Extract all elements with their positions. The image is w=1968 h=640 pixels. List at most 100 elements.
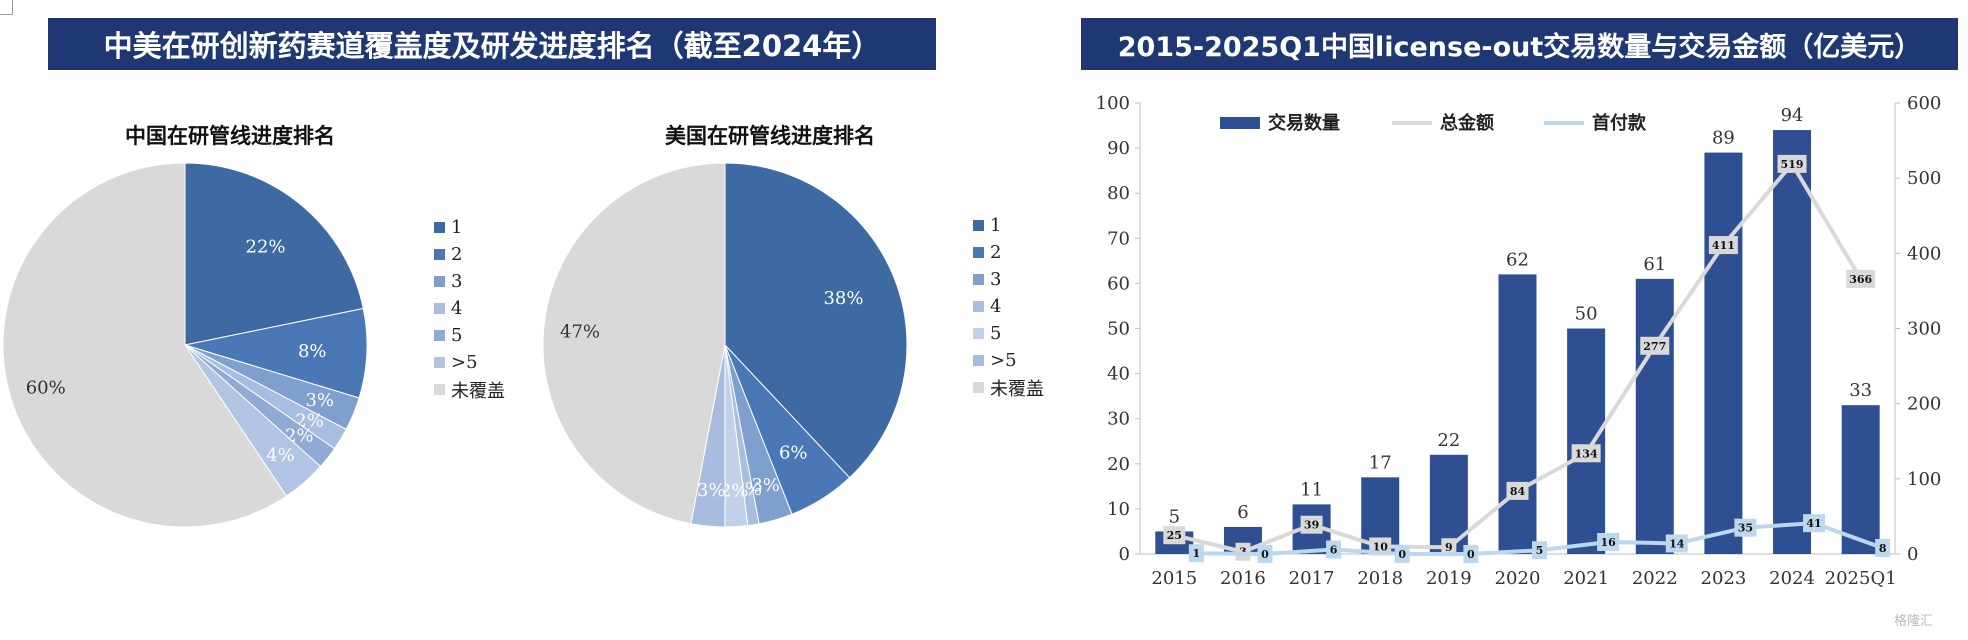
china-pie-legend-item: 未覆盖 bbox=[434, 376, 505, 403]
x-tick-label: 2017 bbox=[1289, 568, 1335, 589]
left-tick-label: 90 bbox=[1107, 138, 1130, 159]
bar-deal-count bbox=[1704, 152, 1743, 555]
left-tick-label: 40 bbox=[1107, 364, 1130, 385]
total-amount-point-label: 84 bbox=[1510, 485, 1526, 498]
x-tick-label: 2018 bbox=[1357, 568, 1403, 589]
china-pie-legend-item: 1 bbox=[434, 214, 505, 241]
upfront-point-label: 14 bbox=[1669, 537, 1685, 550]
upfront-point-label: 0 bbox=[1467, 548, 1475, 561]
total-amount-point-box bbox=[1163, 526, 1186, 545]
bar-deal-count bbox=[1773, 130, 1812, 554]
left-tick-label: 20 bbox=[1107, 454, 1130, 475]
total-amount-point-box bbox=[1300, 515, 1323, 534]
total-amount-point-label: 519 bbox=[1781, 158, 1804, 171]
total-amount-point-box bbox=[1640, 336, 1670, 355]
left-tick-label: 60 bbox=[1107, 273, 1130, 294]
right-tick-label: 100 bbox=[1907, 469, 1941, 490]
us-pie-legend-item: 3 bbox=[973, 266, 1044, 293]
china-pie-legend-label: 2 bbox=[451, 244, 463, 265]
right-panel-banner: 2015-2025Q1中国license-out交易数量与交易金额（亿美元） bbox=[1081, 18, 1958, 70]
left-tick-label: 100 bbox=[1096, 93, 1130, 114]
left-tick-label: 0 bbox=[1119, 544, 1130, 565]
total-amount-point-label: 411 bbox=[1712, 239, 1735, 252]
us-pie-legend-item: 1 bbox=[973, 212, 1044, 239]
x-tick-label: 2020 bbox=[1495, 568, 1541, 589]
us-pie-legend-swatch bbox=[973, 301, 984, 312]
left-tick-label: 10 bbox=[1107, 499, 1130, 520]
total-amount-point-box bbox=[1441, 538, 1457, 557]
china-pie-legend-label: 3 bbox=[451, 271, 463, 292]
x-tick-label: 2015 bbox=[1151, 568, 1197, 589]
bar-value-label: 89 bbox=[1712, 128, 1735, 149]
bar-value-label: 6 bbox=[1237, 502, 1248, 523]
china-pie-slice-label-6: 60% bbox=[26, 377, 66, 398]
china-pie-legend-label: >5 bbox=[451, 352, 478, 373]
china-pie-legend-swatch bbox=[434, 249, 445, 260]
x-tick-label: 2024 bbox=[1769, 568, 1815, 589]
us-pie-slice-label-4: 2% bbox=[720, 480, 749, 501]
bar-value-label: 62 bbox=[1506, 249, 1529, 270]
us-pie-slice-label-1: 6% bbox=[779, 443, 808, 464]
right-tick-label: 300 bbox=[1907, 319, 1941, 340]
x-tick-label: 2022 bbox=[1632, 568, 1678, 589]
upfront-point-box bbox=[1875, 538, 1891, 557]
right-tick-label: 0 bbox=[1907, 544, 1918, 565]
us-pie-legend-item: 5 bbox=[973, 320, 1044, 347]
upfront-point-box bbox=[1394, 545, 1410, 563]
bar-value-label: 61 bbox=[1643, 254, 1666, 275]
us-pie-legend-label: 4 bbox=[990, 296, 1002, 317]
upfront-point-box bbox=[1532, 541, 1547, 560]
legend-total-amount-label: 总金额 bbox=[1440, 112, 1494, 134]
us-pie-legend-swatch bbox=[973, 247, 984, 258]
total-amount-point-label: 277 bbox=[1643, 340, 1666, 353]
legend-upfront-label: 首付款 bbox=[1592, 112, 1647, 134]
legend-deal-count-swatch bbox=[1220, 117, 1260, 129]
left-tick-label: 80 bbox=[1107, 183, 1130, 204]
china-pie-title: 中国在研管线进度排名 bbox=[125, 123, 335, 148]
us-pie-legend-swatch bbox=[973, 220, 984, 231]
bar-value-label: 50 bbox=[1575, 304, 1598, 325]
left-panel-banner: 中美在研创新药赛道覆盖度及研发进度排名（截至2024年） bbox=[48, 18, 936, 70]
china-pie-legend-swatch bbox=[434, 303, 445, 314]
x-tick-label: 2019 bbox=[1426, 568, 1472, 589]
watermark-text: 格隆汇 bbox=[1894, 614, 1934, 629]
total-amount-point-label: 366 bbox=[1849, 273, 1872, 286]
upfront-point-label: 8 bbox=[1879, 542, 1887, 555]
upfront-point-label: 16 bbox=[1600, 536, 1616, 549]
total-amount-point-label: 25 bbox=[1167, 529, 1182, 542]
right-tick-label: 200 bbox=[1907, 394, 1941, 415]
us-pie-legend-label: >5 bbox=[990, 350, 1017, 371]
total-amount-point-label: 9 bbox=[1445, 541, 1453, 554]
upfront-point-label: 35 bbox=[1738, 522, 1753, 535]
bar-value-label: 22 bbox=[1437, 430, 1460, 451]
upfront-point-box bbox=[1665, 534, 1688, 553]
corner-mark bbox=[0, 0, 13, 15]
license-out-bar-chart: 0102030405060708090100010020030040050060… bbox=[1096, 93, 1942, 589]
china-pie-slice-label-5: 4% bbox=[266, 445, 295, 466]
x-tick-label: 2016 bbox=[1220, 568, 1266, 589]
china-pie-legend-label: 4 bbox=[451, 298, 463, 319]
bar-deal-count bbox=[1567, 328, 1606, 554]
us-pie-legend: 1 2 3 4 5 >5 未覆盖 bbox=[973, 212, 1044, 401]
upfront-point-box bbox=[1188, 544, 1204, 563]
upfront-point-label: 1 bbox=[1192, 547, 1200, 560]
china-pie-legend-item: 3 bbox=[434, 268, 505, 295]
china-pie-legend-swatch bbox=[434, 357, 445, 368]
china-pie-legend-item: >5 bbox=[434, 349, 505, 376]
total-amount-point-box bbox=[1708, 236, 1738, 255]
upfront-point-box bbox=[1734, 518, 1757, 537]
x-tick-label: 2021 bbox=[1563, 568, 1609, 589]
upfront-point-box bbox=[1257, 545, 1273, 563]
china-pie-chart: 22%8%3%2%2%4%60% bbox=[2, 162, 368, 528]
us-pie-legend-label: 1 bbox=[990, 215, 1002, 236]
china-pie-slice-label-2: 3% bbox=[305, 390, 334, 411]
us-pie-legend-swatch bbox=[973, 382, 984, 393]
total-amount-point-box bbox=[1506, 481, 1529, 500]
total-amount-point-box bbox=[1571, 444, 1601, 463]
us-pie-legend-swatch bbox=[973, 274, 984, 285]
total-amount-point-box bbox=[1846, 269, 1876, 288]
us-pie-legend-item: 4 bbox=[973, 293, 1044, 320]
us-pie-chart: 38%6%3%1%2%3%47% bbox=[542, 162, 908, 528]
china-pie-legend-item: 4 bbox=[434, 295, 505, 322]
china-pie-slice-0 bbox=[184, 162, 364, 346]
